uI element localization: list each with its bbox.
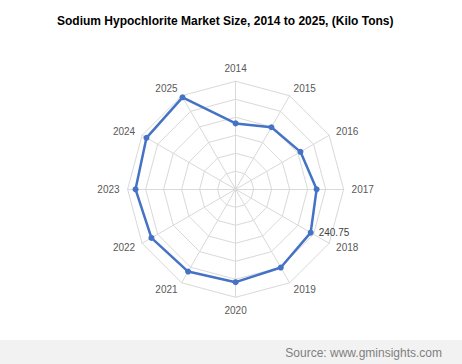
- svg-text:2020: 2020: [224, 305, 247, 316]
- svg-text:2015: 2015: [294, 83, 317, 94]
- svg-text:2016: 2016: [336, 126, 359, 137]
- svg-text:2018: 2018: [336, 242, 359, 253]
- svg-text:2017: 2017: [352, 184, 375, 195]
- svg-text:2021: 2021: [155, 284, 178, 295]
- svg-text:Sodium Hypochlorite Market Siz: Sodium Hypochlorite Market Size, 2014 to…: [57, 14, 394, 28]
- svg-text:2025: 2025: [155, 83, 178, 94]
- svg-text:Source: www.gminsights.com: Source: www.gminsights.com: [285, 346, 442, 360]
- svg-text:2019: 2019: [294, 284, 317, 295]
- svg-text:2014: 2014: [224, 63, 247, 74]
- svg-text:2024: 2024: [113, 126, 136, 137]
- svg-text:2023: 2023: [97, 184, 120, 195]
- svg-text:2022: 2022: [113, 242, 136, 253]
- svg-text:240.75: 240.75: [319, 227, 350, 238]
